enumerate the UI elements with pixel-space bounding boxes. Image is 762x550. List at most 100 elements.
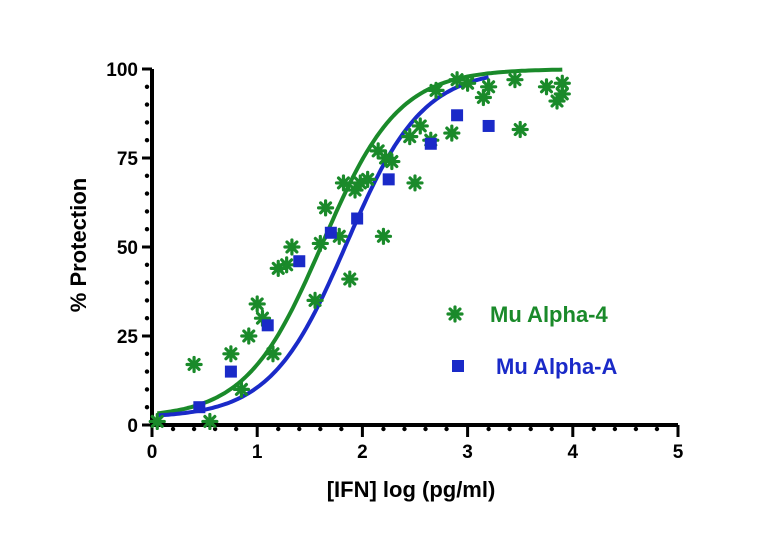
x-minor-tick [549,426,554,432]
asterisk-stroke [476,90,490,105]
x-minor-tick [297,426,302,432]
asterisk-stroke [450,73,464,87]
x-minor-tick [212,426,218,432]
y-minor-tick [144,351,150,356]
data-point-mu-alpha-4 [148,412,166,431]
asterisk-stroke [332,229,346,243]
asterisk-stroke [336,176,351,190]
data-point-mu-alpha-4 [537,78,556,96]
data-point-mu-alpha-4 [248,295,266,313]
x-minor-tick [654,426,660,432]
asterisk-stroke [539,80,554,94]
axes [142,67,680,437]
x-minor-tick [612,426,618,432]
legend-label: Mu Alpha-A [496,354,617,379]
y-minor-tick [144,316,150,321]
asterisk-stroke [313,236,327,250]
data-point-mu-alpha-4 [511,120,529,139]
x-minor-tick [191,426,197,432]
asterisk-stroke [482,80,496,94]
data-point-mu-alpha-a [382,173,395,186]
x-axis-title: [IFN] log (pg/ml) [327,477,496,502]
y-minor-tick [144,280,150,285]
data-point-mu-alpha-4 [201,412,219,431]
y-minor-tick [144,173,150,178]
x-tick-label: 2 [357,442,368,463]
data-point-mu-alpha-4 [359,170,377,188]
asterisk-stroke [555,87,569,101]
data-point-mu-alpha-4 [401,128,419,146]
data-point-mu-alpha-a [482,119,495,132]
data-point-mu-alpha-4 [553,74,571,92]
y-minor-tick [144,102,150,107]
legend-label: Mu Alpha-4 [490,302,608,327]
data-point-mu-alpha-a [261,319,274,332]
asterisk-stroke [242,329,256,343]
asterisk-stroke [403,130,417,144]
x-tick-label: 4 [568,442,579,463]
data-point-mu-alpha-4 [411,117,429,135]
data-point-mu-alpha-4 [222,345,240,363]
asterisk-stroke [461,76,475,90]
x-minor-tick [318,426,323,432]
asterisk-stroke [308,293,322,307]
data-point-mu-alpha-4 [383,152,401,171]
data-point-mu-alpha-4 [311,234,329,253]
legend: Mu Alpha-4 Mu Alpha-A [446,302,617,379]
asterisk-stroke [508,73,522,87]
x-minor-tick [170,426,176,432]
asterisk-stroke [555,76,569,90]
x-tick-label: 5 [673,442,684,463]
data-point-mu-alpha-a [451,109,464,122]
y-tick-label: 75 [117,149,139,170]
x-minor-tick [381,426,386,432]
asterisk-stroke [408,176,422,190]
x-minor-tick [591,426,597,432]
asterisk-stroke [376,229,390,243]
asterisk-stroke [513,122,527,137]
legend-marker-square-icon [452,360,464,372]
asterisk-stroke [280,258,294,272]
asterisk-stroke [445,126,459,140]
asterisk-stroke [371,144,385,158]
data-point-mu-alpha-4 [341,270,359,288]
y-minor-tick [144,138,150,143]
asterisk-stroke [250,297,264,311]
data-point-mu-alpha-4 [278,256,296,274]
asterisk-stroke [285,240,299,254]
y-tick-label: 100 [106,60,138,81]
fit-curve [157,75,490,418]
y-minor-tick [144,227,150,232]
y-axis-title: % Protection [66,178,91,312]
asterisk-stroke [343,272,357,286]
x-tick-label: 3 [462,442,473,463]
data-point-mu-alpha-a [224,365,237,378]
y-tick-label: 25 [117,327,139,348]
data-point-mu-alpha-4 [553,85,571,103]
data-point-mu-alpha-4 [374,227,393,245]
data-point-mu-alpha-4 [427,81,445,99]
data-point-mu-alpha-4 [506,71,524,89]
data-point-mu-alpha-4 [264,345,282,363]
asterisk-stroke [187,357,201,372]
data-markers [148,71,571,431]
x-minor-tick [423,426,428,432]
data-point-mu-alpha-a [424,137,437,150]
y-minor-tick [144,209,150,214]
x-minor-tick [276,426,281,432]
y-tick-label: 0 [127,416,138,437]
y-minor-tick [144,405,150,410]
data-point-mu-alpha-a [351,212,364,225]
asterisk-stroke [378,151,393,165]
asterisk-stroke [385,155,399,169]
x-minor-tick [507,426,512,432]
data-point-mu-alpha-4 [240,327,258,345]
data-point-mu-alpha-4 [480,78,498,96]
asterisk-stroke [448,307,462,321]
x-minor-tick [444,426,449,432]
asterisk-stroke [319,201,333,215]
asterisk-stroke [361,172,375,186]
y-minor-tick [144,369,150,374]
